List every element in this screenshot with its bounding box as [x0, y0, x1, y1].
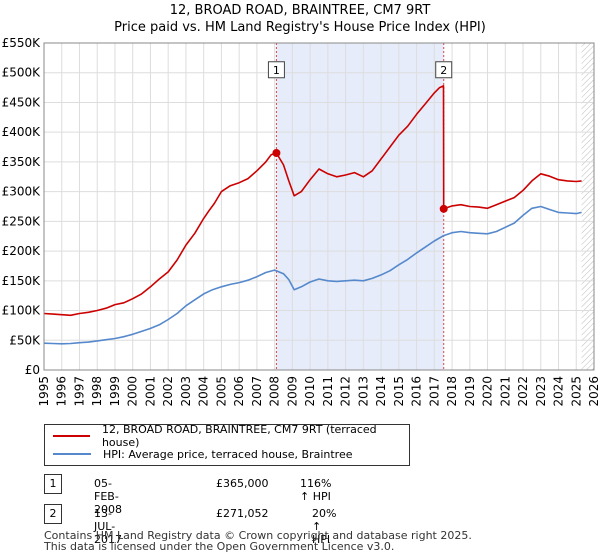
hpi-series-line: [43, 205, 582, 345]
x-tick-label: 2002: [161, 376, 175, 407]
x-tick-label: 2012: [339, 376, 353, 407]
x-tick-label: 2001: [143, 376, 157, 407]
x-tick-label: 1999: [108, 376, 122, 407]
x-tick-label: 2010: [303, 376, 317, 407]
x-tick-label: 2007: [250, 376, 264, 407]
plot-frame: [43, 42, 595, 371]
y-tick-label: £150K: [2, 274, 42, 288]
footer-licence: This data is licensed under the Open Gov…: [44, 540, 395, 553]
shaded-region: [276, 43, 444, 370]
y-tick-label: £0: [25, 363, 40, 377]
x-tick-label: 2004: [197, 376, 211, 407]
x-tick-label: 2013: [356, 376, 370, 407]
x-tick-label: 2014: [374, 376, 388, 407]
y-tick-label: £400K: [2, 125, 42, 139]
x-tick-label: 2020: [481, 376, 495, 407]
legend-swatch-hpi: [53, 453, 91, 455]
y-tick-label: £500K: [2, 66, 42, 80]
transaction-number-badge: 1: [44, 474, 62, 494]
x-tick-label: 2009: [285, 376, 299, 407]
x-tick-label: 1996: [55, 376, 69, 407]
x-tick-label: 2017: [427, 376, 441, 407]
sale-marker-box: [267, 61, 285, 79]
y-tick-label: £200K: [2, 244, 42, 258]
legend-label-property: 12, BROAD ROAD, BRAINTREE, CM7 9RT (terr…: [101, 423, 377, 449]
x-tick-label: 2023: [534, 376, 548, 407]
transaction-price: £365,000: [216, 477, 269, 490]
transaction-date: 05-FEB-2008: [94, 477, 122, 516]
chart-title: 12, BROAD ROAD, BRAINTREE, CM7 9RT: [169, 3, 431, 18]
y-tick-label: £550K: [2, 36, 42, 50]
sale-marker-label: 1: [273, 64, 280, 77]
sale-marker-box: [435, 61, 453, 79]
chart-subtitle: Price paid vs. HM Land Registry's House …: [114, 20, 486, 35]
transaction-number-badge: 2: [44, 504, 62, 524]
y-tick-label: £450K: [2, 95, 42, 109]
x-tick-label: 2011: [321, 376, 335, 407]
property-series-line: [43, 85, 582, 317]
footer: Contains HM Land Registry data © Crown c…: [44, 530, 472, 552]
legend-entry-hpi: HPI: Average price, terraced house, Brai…: [53, 446, 353, 462]
transaction-date: 13-JUL-2017: [94, 507, 122, 546]
x-tick-label: 2003: [179, 376, 193, 407]
sale-point: [439, 204, 448, 213]
x-tick-label: 2000: [126, 376, 140, 407]
transaction-hpi-change: 20% ↑ HPI: [312, 507, 337, 546]
x-tick-label: 2024: [552, 376, 566, 407]
x-tick-label: 2008: [268, 376, 282, 407]
price-chart: £0 £50K £100K £150K £200K £250K £300K £350K £400…: [2, 36, 600, 407]
x-tick-label: 2016: [410, 376, 424, 407]
future-hatch: [581, 43, 594, 370]
transaction-hpi-change: 116% ↑ HPI: [300, 477, 332, 503]
x-tick-label: 2026: [587, 376, 600, 407]
x-tick-label: 2019: [463, 376, 477, 407]
x-tick-label: 2021: [498, 376, 512, 407]
legend-entry-property: 12, BROAD ROAD, BRAINTREE, CM7 9RT (terr…: [53, 423, 409, 449]
legend: 12, BROAD ROAD, BRAINTREE, CM7 9RT (terr…: [44, 423, 410, 466]
x-tick-label: 2025: [569, 376, 583, 407]
y-tick-label: £250K: [2, 214, 42, 228]
footer-copyright: Contains HM Land Registry data © Crown c…: [44, 529, 472, 542]
x-tick-label: 1998: [90, 376, 104, 407]
y-tick-label: £50K: [9, 333, 41, 347]
y-tick-label: £100K: [2, 304, 42, 318]
x-tick-label: 2006: [232, 376, 246, 407]
x-tick-label: 2018: [445, 376, 459, 407]
x-tick-label: 2022: [516, 376, 530, 407]
y-tick-label: £300K: [2, 185, 42, 199]
y-tick-label: £350K: [2, 155, 42, 169]
transaction-price: £271,052: [216, 507, 269, 520]
sale-marker-label: 2: [440, 64, 447, 77]
sale-point: [272, 148, 281, 157]
x-tick-label: 2005: [214, 376, 228, 407]
x-tick-label: 1995: [37, 376, 51, 407]
legend-label-hpi: HPI: Average price, terraced house, Brai…: [103, 447, 353, 461]
x-tick-label: 2015: [392, 376, 406, 407]
x-tick-label: 1997: [72, 376, 86, 407]
legend-swatch-property: [53, 435, 90, 437]
